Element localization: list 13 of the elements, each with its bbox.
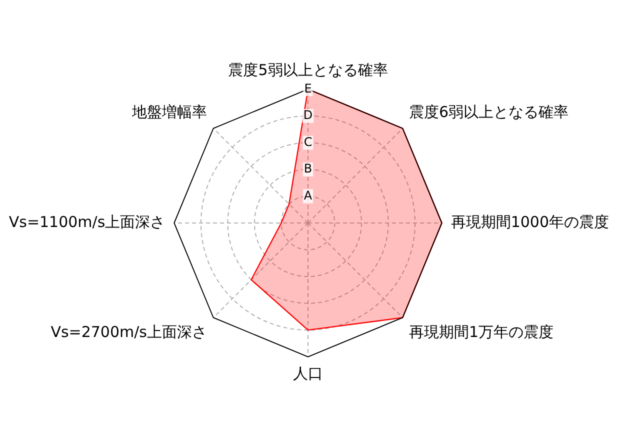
spoke-label: Vs=2700m/s上面深さ <box>50 322 208 341</box>
y-tick-label: E <box>304 81 312 96</box>
y-tick-label: D <box>303 108 313 122</box>
y-tick-label: A <box>304 188 313 202</box>
spoke-label: 震度5弱以上となる確率 <box>228 61 388 80</box>
spoke-label: 人口 <box>293 364 323 383</box>
y-tick-label: C <box>304 134 312 149</box>
spoke-label: 地盤増幅率 <box>131 102 208 121</box>
spoke-label: 再現期間1000年の震度 <box>450 212 610 231</box>
spoke-label: Vs=1100m/s上面深さ <box>8 212 166 231</box>
spoke-label: 再現期間1万年の震度 <box>408 322 554 341</box>
spoke-label: 震度6弱以上となる確率 <box>408 102 569 121</box>
y-tick-label: B <box>304 162 312 176</box>
